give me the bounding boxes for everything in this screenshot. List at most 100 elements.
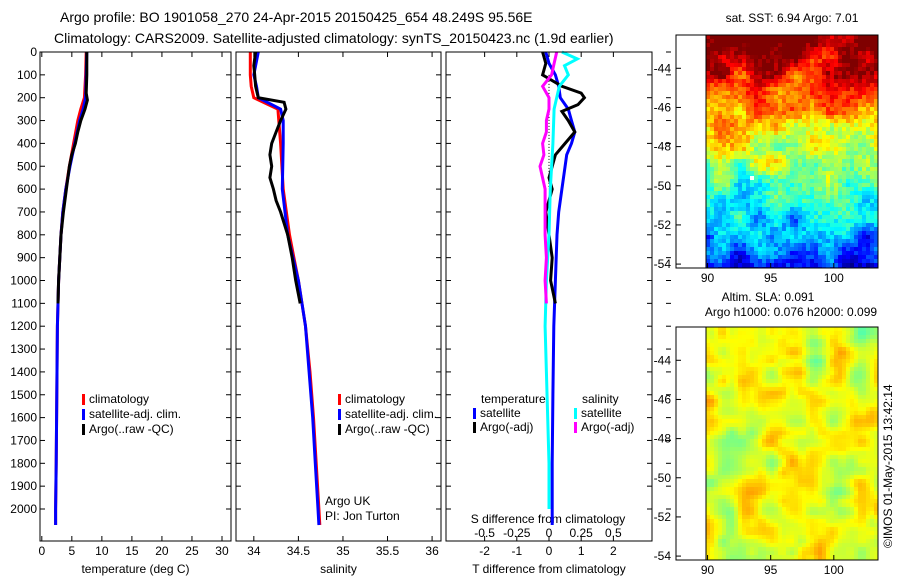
map-cell <box>734 435 738 439</box>
map-cell <box>850 451 854 455</box>
map-cell <box>838 107 842 111</box>
map-cell <box>746 467 750 471</box>
map-cell <box>838 243 842 247</box>
map-cell <box>834 179 838 183</box>
map-cell <box>862 183 866 187</box>
map-cell <box>706 347 710 351</box>
map-cell <box>774 383 778 387</box>
map-cell <box>750 187 754 191</box>
map-cell <box>730 447 734 451</box>
map-cell <box>738 215 742 219</box>
map-cell <box>782 251 786 255</box>
map-cell <box>834 171 838 175</box>
map-cell <box>758 407 762 411</box>
map-cell <box>854 75 858 79</box>
map-cell <box>846 427 850 431</box>
map-cell <box>866 359 870 363</box>
map-cell <box>722 107 726 111</box>
map-cell <box>810 59 814 63</box>
map-cell <box>750 83 754 87</box>
map-cell <box>722 39 726 43</box>
map-cell <box>754 83 758 87</box>
map-cell <box>810 211 814 215</box>
map-cell <box>794 207 798 211</box>
map-cell <box>718 255 722 259</box>
map-cell <box>794 487 798 491</box>
map-cell <box>830 507 834 511</box>
map-cell <box>758 195 762 199</box>
map-cell <box>794 43 798 47</box>
map-cell <box>710 135 714 139</box>
map-cell <box>850 395 854 399</box>
map-cell <box>834 63 838 67</box>
map-cell <box>758 75 762 79</box>
map-cell <box>774 103 778 107</box>
map-cell <box>862 71 866 75</box>
x-tick-label: 15 <box>125 544 139 558</box>
map-cell <box>774 243 778 247</box>
map-cell <box>706 243 710 247</box>
map-cell <box>718 35 722 39</box>
map-cell <box>854 163 858 167</box>
map-cell <box>742 227 746 231</box>
map-cell <box>826 327 830 331</box>
map-cell <box>810 435 814 439</box>
map-cell <box>790 167 794 171</box>
map-cell <box>734 167 738 171</box>
map-cell <box>870 231 874 235</box>
map-cell <box>706 371 710 375</box>
map-cell <box>742 211 746 215</box>
x-tick-label: 5 <box>68 544 75 558</box>
map-cell <box>742 107 746 111</box>
map-cell <box>866 167 870 171</box>
map-cell <box>794 327 798 331</box>
map-cell <box>862 67 866 71</box>
map-cell <box>798 515 802 519</box>
map-cell <box>870 191 874 195</box>
map-cell <box>794 155 798 159</box>
map-cell <box>870 255 874 259</box>
map-cell <box>726 107 730 111</box>
map-cell <box>738 423 742 427</box>
map-cell <box>734 123 738 127</box>
map-cell <box>734 395 738 399</box>
map-cell <box>714 427 718 431</box>
map-cell <box>826 159 830 163</box>
map-cell <box>730 127 734 131</box>
map-cell <box>774 375 778 379</box>
map-cell <box>870 403 874 407</box>
map-cell <box>742 471 746 475</box>
map-cell <box>822 203 826 207</box>
map-cell <box>858 387 862 391</box>
map-cell <box>746 255 750 259</box>
map-cell <box>794 183 798 187</box>
map-cell <box>782 263 786 267</box>
map-cell <box>706 351 710 355</box>
map-cell <box>858 343 862 347</box>
map-cell <box>826 43 830 47</box>
map-cell <box>766 371 770 375</box>
map-cell <box>790 263 794 267</box>
map-cell <box>830 51 834 55</box>
map-cell <box>862 179 866 183</box>
map-cell <box>770 343 774 347</box>
map-cell <box>830 191 834 195</box>
map-cell <box>814 467 818 471</box>
map-cell <box>722 35 726 39</box>
map-cell <box>722 367 726 371</box>
map-cell <box>858 515 862 519</box>
map-cell <box>714 203 718 207</box>
map-cell <box>734 131 738 135</box>
map-cell <box>758 183 762 187</box>
map-cell <box>862 159 866 163</box>
map-cell <box>850 387 854 391</box>
map-cell <box>866 439 870 443</box>
map-cell <box>866 211 870 215</box>
map-cell <box>846 507 850 511</box>
map-cell <box>846 183 850 187</box>
map-cell <box>870 91 874 95</box>
map-cell <box>710 211 714 215</box>
map-cell <box>838 403 842 407</box>
map-cell <box>826 519 830 523</box>
map-cell <box>870 35 874 39</box>
